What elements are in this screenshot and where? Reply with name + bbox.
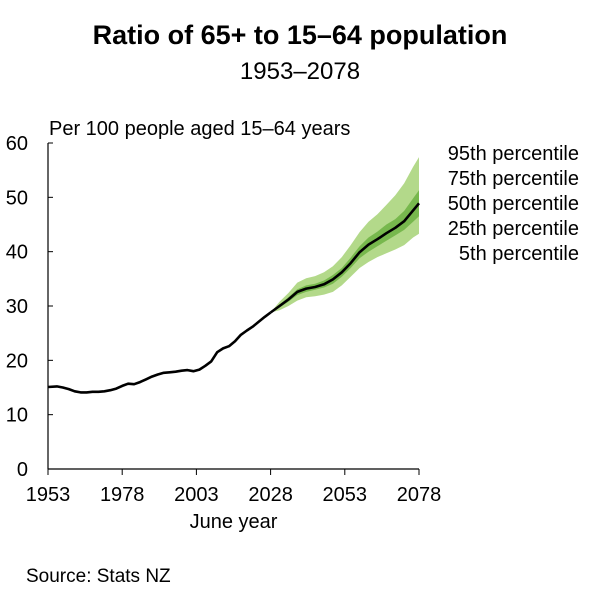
median-projection-line — [269, 202, 420, 314]
x-tick-label: 2078 — [397, 484, 442, 506]
x-tick-label: 2028 — [248, 484, 293, 506]
chart-labels: 0 10 20 30 40 50 60 1953 1978 2003 2028 2053 2078 Per… — [6, 118, 579, 533]
y-tick-label: 20 — [6, 350, 28, 372]
source-note: Source: Stats NZ — [26, 566, 171, 587]
legend-entry: 5th percentile — [459, 243, 579, 265]
x-tick-label: 2053 — [323, 484, 368, 506]
x-tick-label: 2003 — [174, 484, 219, 506]
y-axis-label: Per 100 people aged 15–64 years — [49, 118, 350, 140]
chart-axes — [47, 142, 420, 475]
y-tick-label: 30 — [6, 296, 28, 318]
y-tick-label: 50 — [6, 187, 28, 209]
legend-entry: 95th percentile — [448, 143, 579, 165]
series-lines — [47, 202, 420, 394]
legend-entry: 25th percentile — [448, 218, 579, 240]
y-tick-label: 40 — [6, 242, 28, 264]
x-axis-label: June year — [190, 511, 278, 533]
legend-entry: 75th percentile — [448, 168, 579, 190]
legend-entry: 50th percentile — [448, 193, 579, 215]
band-5th-95th-percentile — [270, 157, 419, 313]
x-tick-label: 1978 — [100, 484, 145, 506]
y-tick-label: 60 — [6, 133, 28, 155]
chart-title: Ratio of 65+ to 15–64 population — [92, 20, 508, 50]
chart-subtitle: 1953–2078 — [239, 58, 361, 85]
historical-ratio-line — [47, 311, 272, 394]
y-tick-label: 10 — [6, 405, 28, 427]
x-tick-label: 1953 — [26, 484, 71, 506]
percentile-bands — [270, 157, 419, 313]
y-tick-label: 0 — [17, 459, 28, 481]
